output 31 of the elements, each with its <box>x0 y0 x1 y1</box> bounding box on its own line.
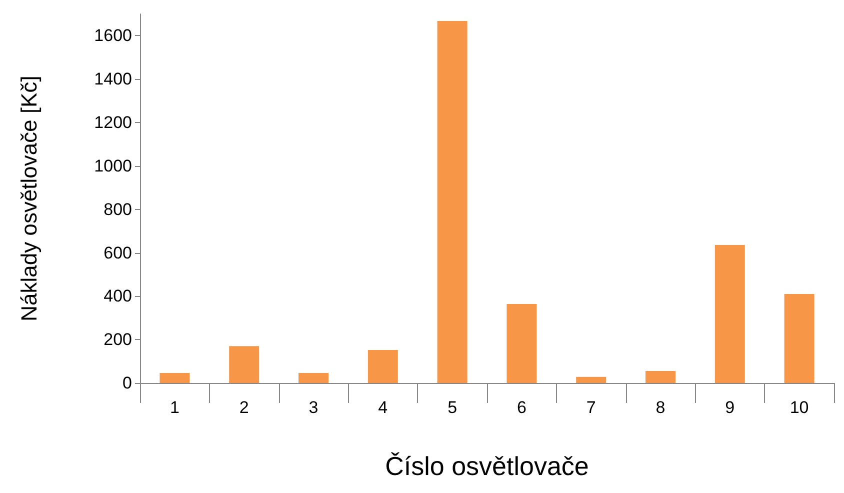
bar <box>576 376 606 383</box>
y-tick-label: 600 <box>104 243 132 262</box>
bar <box>506 304 537 383</box>
y-tick-label: 1400 <box>94 70 132 89</box>
x-tick-label: 5 <box>448 398 458 417</box>
y-tick-label: 200 <box>104 330 132 350</box>
bar <box>714 244 745 383</box>
x-tick-label: 8 <box>656 398 666 417</box>
x-tick-label: 7 <box>586 398 596 417</box>
bar <box>646 371 676 383</box>
x-axis-title: Číslo osvětlovače <box>385 451 589 481</box>
x-tick-label: 1 <box>170 398 180 417</box>
y-tick-label: 1200 <box>94 113 132 132</box>
bar <box>784 294 814 383</box>
bar <box>229 346 260 383</box>
x-tick-label: 10 <box>790 398 809 417</box>
y-tick-label: 1000 <box>94 156 132 176</box>
bar <box>437 20 468 383</box>
bar <box>298 373 328 383</box>
bar <box>368 350 398 383</box>
y-tick-label: 1600 <box>94 26 132 46</box>
y-tick-label: 800 <box>104 200 132 219</box>
y-tick-label: 400 <box>104 286 132 306</box>
x-tick-label: 6 <box>516 398 526 417</box>
y-axis-title: Náklady osvětlovače [Kč] <box>16 76 42 322</box>
x-tick-label: 9 <box>725 398 735 417</box>
x-tick-label: 2 <box>239 398 249 417</box>
y-tick-label: 0 <box>122 374 132 392</box>
x-tick-label: 4 <box>378 398 388 417</box>
bar <box>160 373 190 383</box>
x-tick-label: 3 <box>308 398 318 417</box>
